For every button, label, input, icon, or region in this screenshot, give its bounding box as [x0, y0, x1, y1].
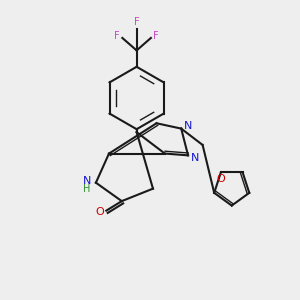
- Text: O: O: [216, 174, 225, 184]
- Text: N: N: [184, 121, 192, 130]
- Text: N: N: [83, 176, 91, 186]
- Text: H: H: [83, 184, 91, 194]
- Text: O: O: [95, 207, 104, 217]
- Text: F: F: [134, 17, 140, 28]
- Text: F: F: [114, 32, 120, 41]
- Text: N: N: [190, 153, 199, 163]
- Text: F: F: [153, 32, 159, 41]
